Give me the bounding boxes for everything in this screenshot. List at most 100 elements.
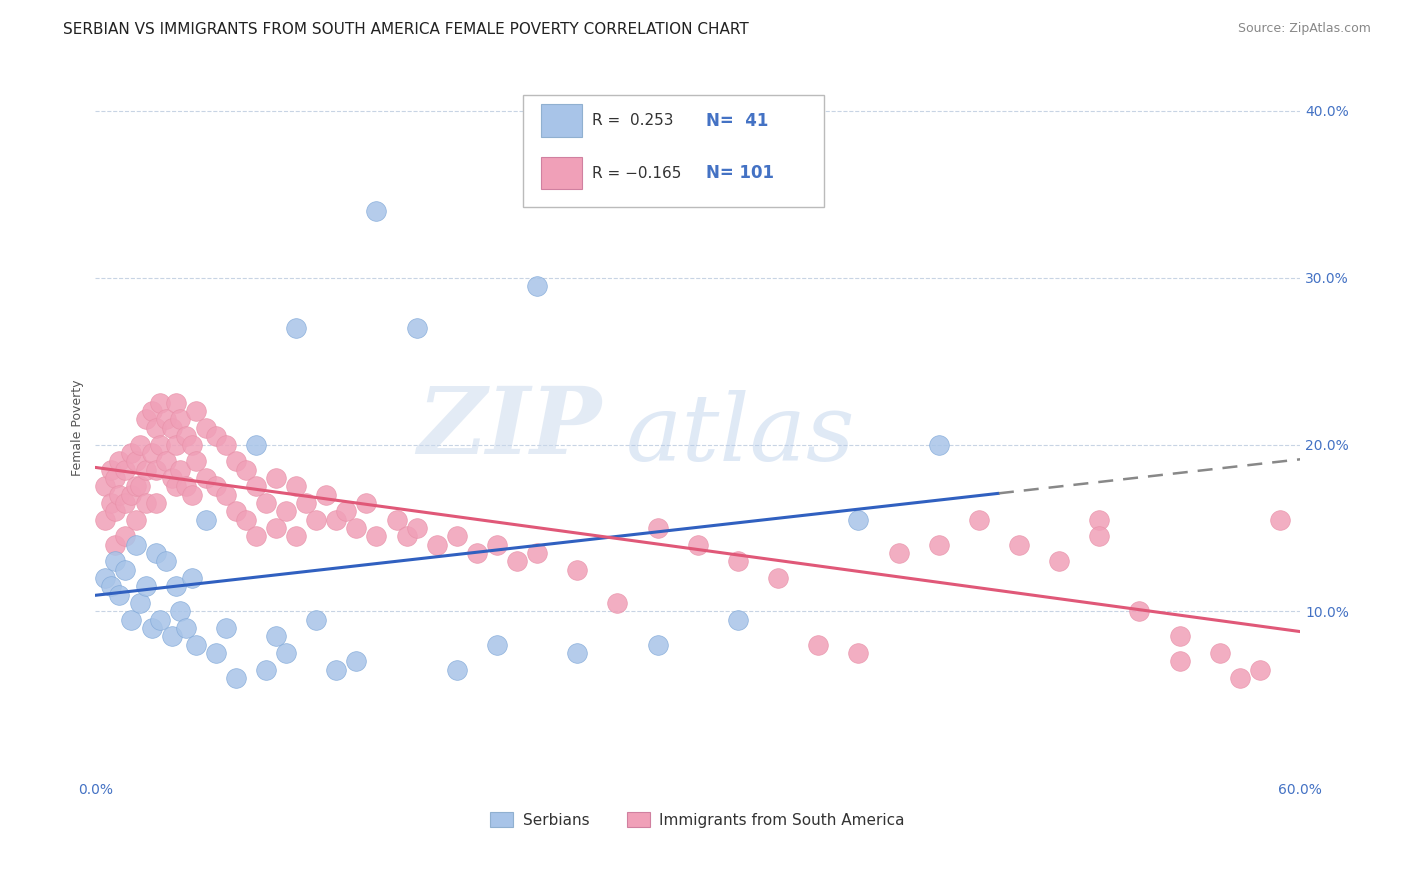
Point — [141, 621, 163, 635]
Point — [846, 646, 869, 660]
Text: N= 101: N= 101 — [706, 164, 775, 182]
Point — [155, 554, 177, 568]
FancyBboxPatch shape — [541, 104, 582, 136]
Point — [114, 496, 136, 510]
Point — [121, 446, 143, 460]
Point — [344, 521, 367, 535]
Point — [169, 462, 191, 476]
Point — [335, 504, 357, 518]
Point — [446, 529, 468, 543]
Point — [160, 471, 183, 485]
Point — [1168, 655, 1191, 669]
Point — [205, 646, 228, 660]
Point — [245, 529, 267, 543]
Point — [149, 437, 172, 451]
Point — [344, 655, 367, 669]
Point — [169, 604, 191, 618]
Point — [165, 396, 187, 410]
Point — [94, 513, 117, 527]
Point — [114, 529, 136, 543]
Legend: Serbians, Immigrants from South America: Serbians, Immigrants from South America — [484, 805, 911, 834]
Point — [205, 479, 228, 493]
Point — [128, 596, 150, 610]
Point — [135, 412, 157, 426]
Point — [194, 421, 217, 435]
Point — [766, 571, 789, 585]
Point — [465, 546, 488, 560]
Y-axis label: Female Poverty: Female Poverty — [72, 380, 84, 476]
Point — [235, 462, 257, 476]
Point — [135, 462, 157, 476]
Point — [215, 621, 238, 635]
Point — [104, 538, 127, 552]
Point — [1168, 629, 1191, 643]
Point — [145, 546, 167, 560]
Point — [160, 421, 183, 435]
Point — [141, 446, 163, 460]
Point — [1047, 554, 1070, 568]
Point — [124, 479, 146, 493]
Point — [141, 404, 163, 418]
Point — [285, 320, 308, 334]
Point — [184, 638, 207, 652]
Point — [94, 571, 117, 585]
Point — [149, 613, 172, 627]
Point — [160, 629, 183, 643]
Point — [526, 546, 548, 560]
Point — [165, 479, 187, 493]
Point — [647, 521, 669, 535]
Point — [108, 487, 131, 501]
Point — [121, 487, 143, 501]
Point — [104, 471, 127, 485]
Point — [385, 513, 408, 527]
Point — [1128, 604, 1150, 618]
Point — [135, 579, 157, 593]
Point — [174, 479, 197, 493]
Point — [155, 412, 177, 426]
Point — [180, 487, 202, 501]
Point — [245, 437, 267, 451]
Point — [124, 538, 146, 552]
Point — [1209, 646, 1232, 660]
Point — [169, 412, 191, 426]
Point — [506, 554, 529, 568]
Point — [295, 496, 318, 510]
Point — [205, 429, 228, 443]
Point — [225, 671, 247, 685]
Point — [686, 538, 709, 552]
FancyBboxPatch shape — [523, 95, 824, 207]
Point — [124, 513, 146, 527]
Point — [184, 454, 207, 468]
Point — [235, 513, 257, 527]
Point — [100, 462, 122, 476]
Point — [145, 421, 167, 435]
Point — [606, 596, 628, 610]
Point — [727, 554, 749, 568]
Point — [485, 538, 508, 552]
Point — [285, 479, 308, 493]
Point — [114, 462, 136, 476]
Point — [225, 454, 247, 468]
Point — [104, 554, 127, 568]
Point — [426, 538, 449, 552]
Point — [1249, 663, 1271, 677]
Point — [128, 479, 150, 493]
Point — [264, 471, 287, 485]
Point — [100, 579, 122, 593]
Point — [887, 546, 910, 560]
Point — [807, 638, 830, 652]
Point — [245, 479, 267, 493]
Point — [274, 504, 297, 518]
Point — [1268, 513, 1291, 527]
Point — [180, 571, 202, 585]
Point — [274, 646, 297, 660]
Point — [104, 504, 127, 518]
Point — [1088, 513, 1111, 527]
Point — [928, 437, 950, 451]
Point — [846, 513, 869, 527]
Point — [928, 538, 950, 552]
Point — [405, 521, 427, 535]
Point — [194, 471, 217, 485]
Point — [485, 638, 508, 652]
Text: atlas: atlas — [626, 390, 855, 480]
